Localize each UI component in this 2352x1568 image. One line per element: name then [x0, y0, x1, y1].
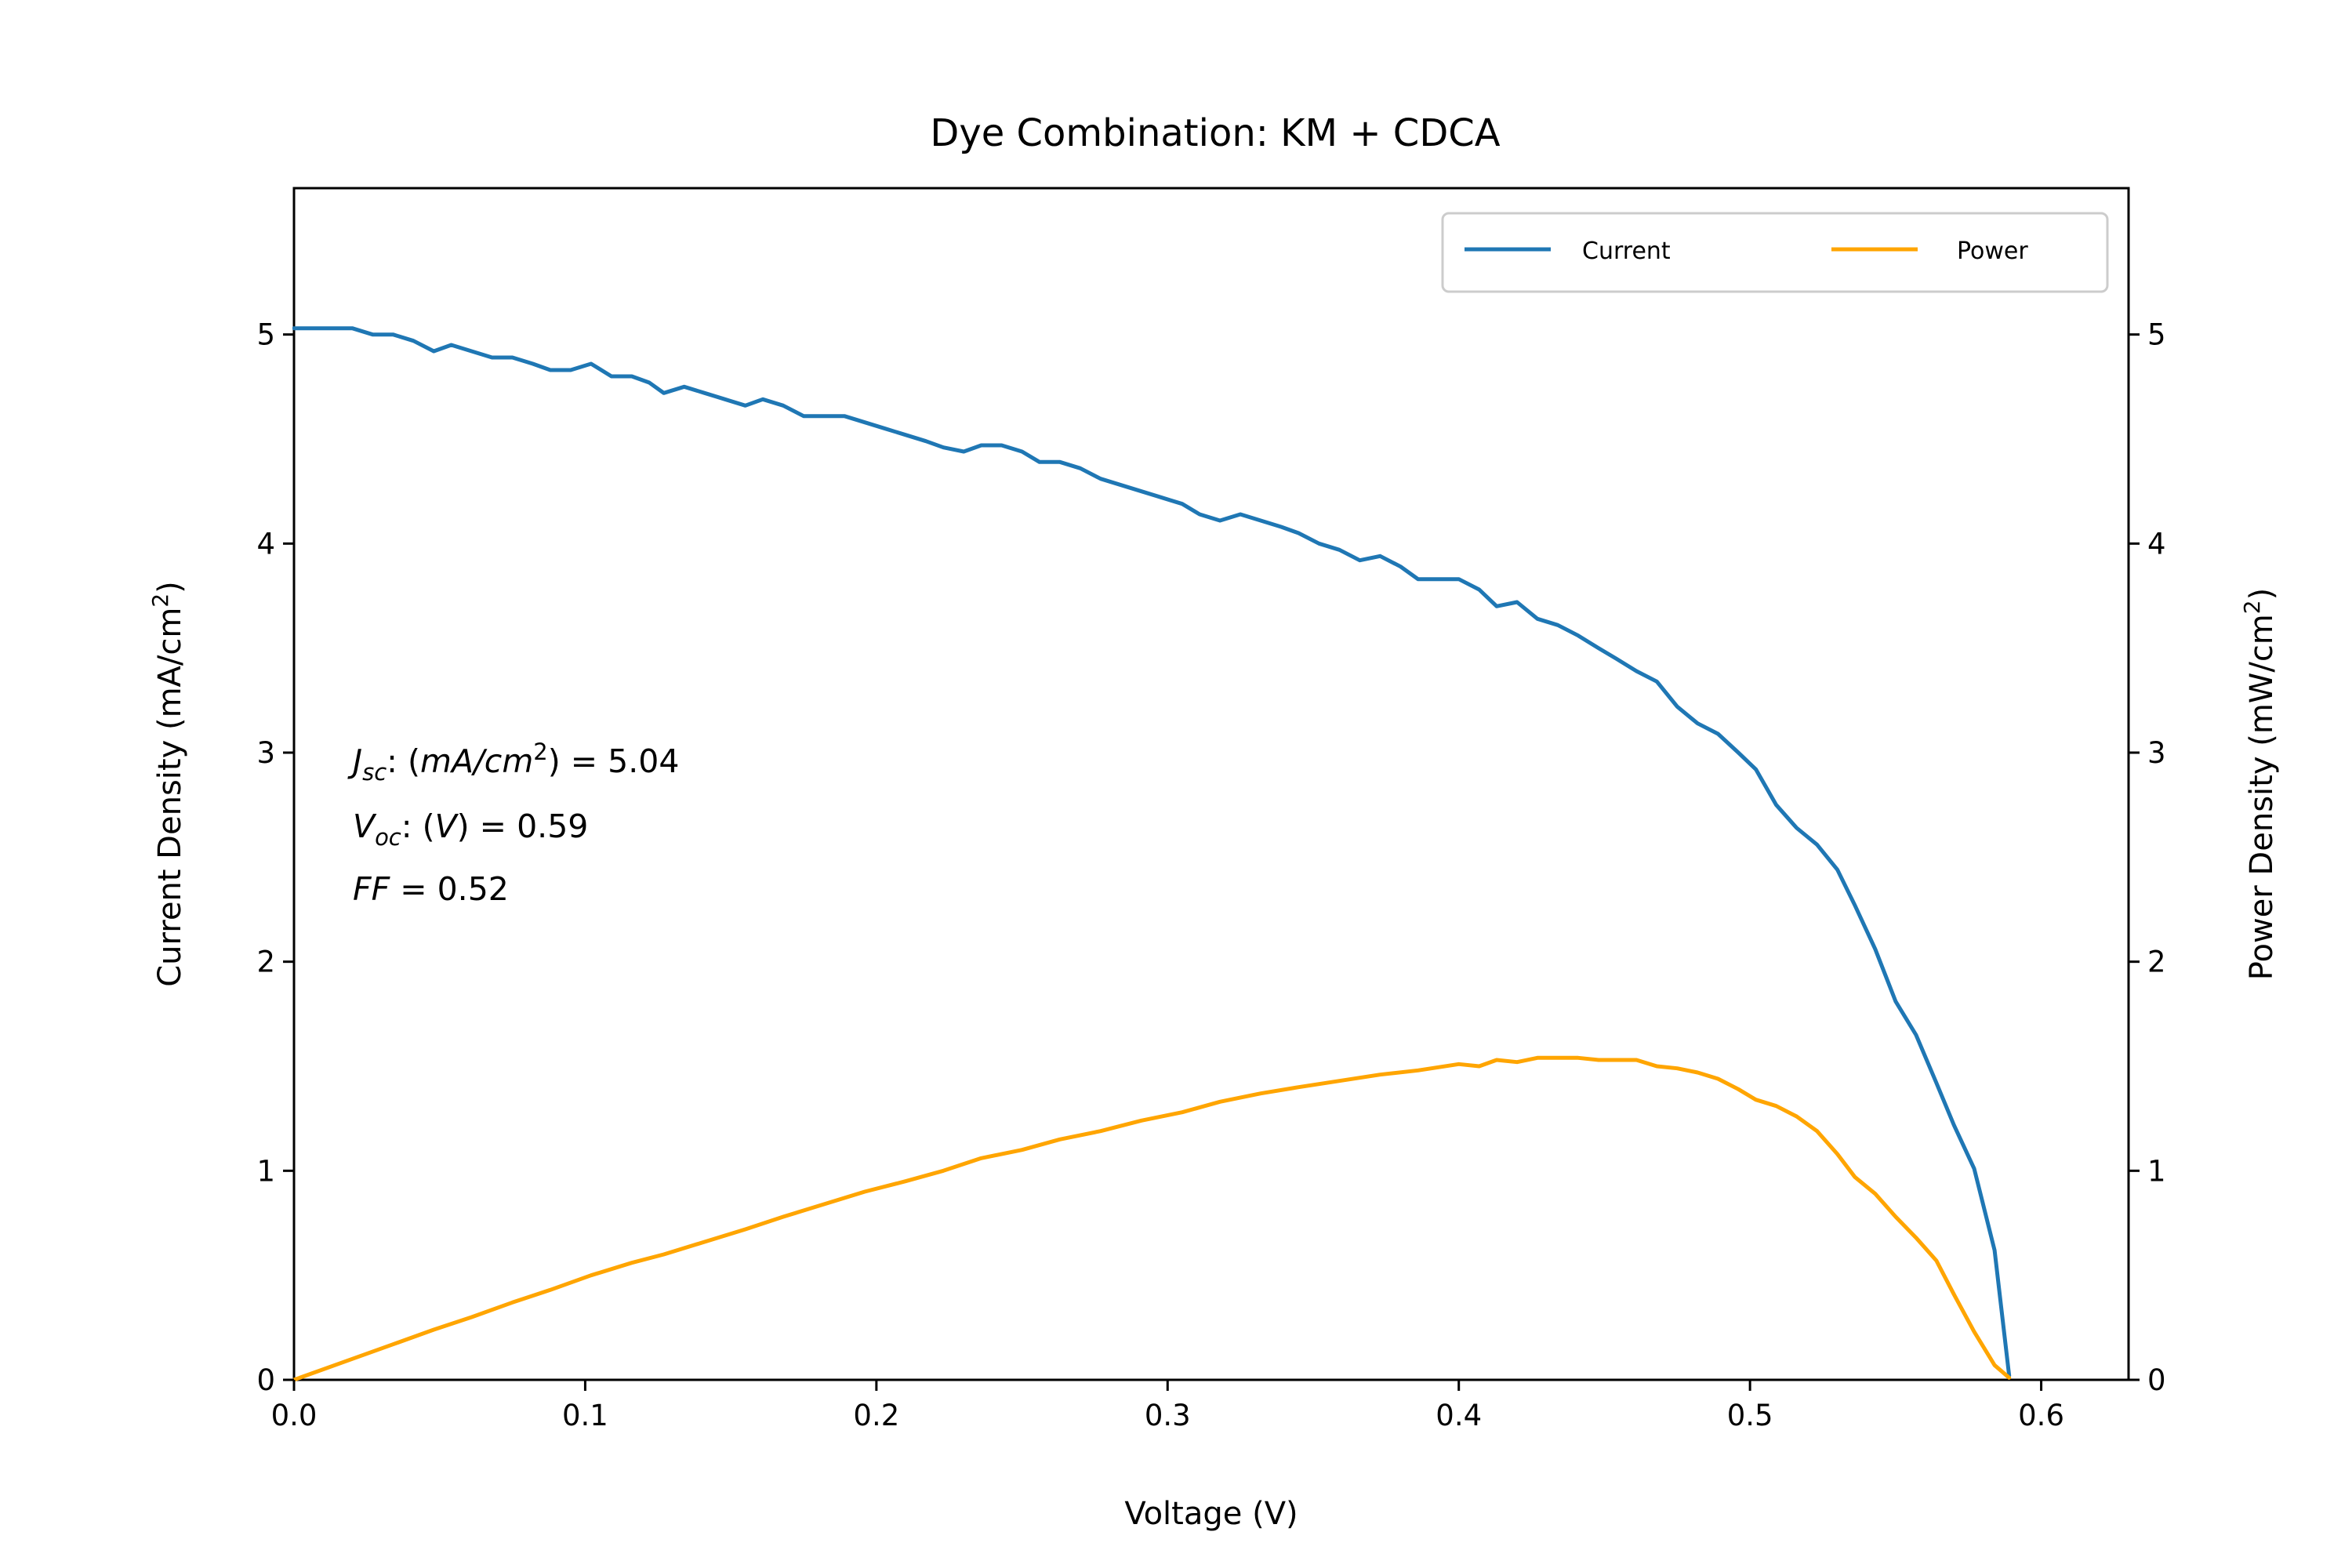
- y-left-tick-label: 0: [256, 1363, 275, 1397]
- x-tick-label: 0.2: [853, 1399, 899, 1432]
- annotation-ff: FF = 0.52: [353, 870, 509, 908]
- x-tick-label: 0.4: [1436, 1399, 1482, 1432]
- x-tick-label: 0.1: [562, 1399, 608, 1432]
- x-tick-label: 0.0: [271, 1399, 318, 1432]
- y-right-tick-label: 2: [2147, 946, 2166, 979]
- chart-title: Dye Combination: KM + CDCA: [930, 111, 1500, 155]
- y-left-tick-label: 4: [256, 527, 275, 561]
- series-line-current: [292, 326, 2012, 1378]
- x-axis-label: Voltage (V): [1124, 1496, 1298, 1532]
- series-line-power: [292, 1055, 2012, 1381]
- y-right-tick-label: 1: [2147, 1154, 2166, 1188]
- y-right-tick-label: 4: [2147, 527, 2166, 561]
- y-left-tick-label: 3: [256, 736, 275, 770]
- legend-frame: [1441, 212, 2109, 293]
- y-axis-left-label: Current Density (mA/cm2): [147, 581, 188, 987]
- y-left-tick-label: 5: [256, 318, 275, 352]
- annotation-box: Jsc: (mA/cm2) = 5.04 Voc: (V) = 0.59 FF …: [347, 739, 679, 908]
- x-tick-label: 0.5: [1727, 1399, 1773, 1432]
- legend: Current Power: [1441, 212, 2109, 293]
- legend-label-current: Current: [1582, 238, 1671, 265]
- y-axis-left-ticks: 0 1 2 3 4 5: [256, 318, 294, 1397]
- y-left-tick-label: 1: [256, 1154, 275, 1188]
- y-right-tick-label: 5: [2147, 318, 2166, 352]
- y-right-tick-label: 3: [2147, 736, 2166, 770]
- annotation-voc: Voc: (V) = 0.59: [353, 808, 588, 851]
- legend-label-power: Power: [1957, 238, 2028, 265]
- y-right-tick-label: 0: [2147, 1363, 2166, 1397]
- annotation-jsc: Jsc: (mA/cm2) = 5.04: [347, 739, 679, 786]
- x-axis-ticks: 0.0 0.1 0.2 0.3 0.4 0.5 0.6: [271, 1380, 2064, 1432]
- x-tick-label: 0.6: [2018, 1399, 2064, 1432]
- y-left-tick-label: 2: [256, 946, 275, 979]
- plot-area: [292, 187, 2130, 1381]
- x-tick-label: 0.3: [1145, 1399, 1191, 1432]
- y-axis-right-ticks: 0 1 2 3 4 5: [2129, 318, 2166, 1397]
- y-axis-right-label: Power Density (mW/cm2): [2239, 588, 2280, 980]
- series-lines: [292, 326, 2012, 1381]
